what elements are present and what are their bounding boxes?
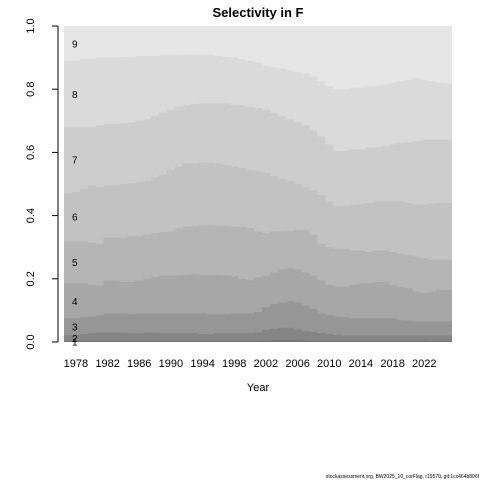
x-tick-label: 2014 [349,358,373,370]
x-tick-label: 1986 [127,358,151,370]
x-tick-label: 1994 [190,358,214,370]
x-tick-label: 1990 [159,358,183,370]
x-tick-label: 2002 [254,358,278,370]
x-tick-label: 1982 [95,358,119,370]
y-axis: 0.0 0.2 0.4 0.6 0.8 1.0 [25,18,59,350]
x-tick-label: 2022 [412,358,436,370]
band-label-7: 7 [72,156,78,167]
age-labels: 9 8 7 6 5 4 321 [72,39,78,348]
y-tick-label: 0.8 [25,82,37,97]
band-label-4: 4 [72,297,78,308]
band-label-9: 9 [72,39,78,50]
x-axis: 1978 1982 1986 1990 1994 1998 2002 2006 2010 2014… [64,358,437,370]
y-tick-label: 0.6 [25,145,37,160]
band-label-3: 3 [72,323,78,334]
y-tick-label: 0.0 [25,334,37,349]
band-label-2: 2 [72,334,78,345]
x-tick-label: 2010 [317,358,341,370]
band-label-5: 5 [72,258,78,269]
x-tick-label: 1978 [64,358,88,370]
x-tick-label: 2018 [380,358,404,370]
area-layers [64,26,452,342]
x-axis-label: Year [247,382,270,394]
area-band-1 [64,340,452,342]
y-tick-label: 1.0 [25,18,37,33]
y-tick-label: 0.4 [25,208,37,223]
y-tick-label: 0.2 [25,271,37,286]
area-band-3 [64,301,452,342]
x-tick-label: 1998 [222,358,246,370]
chart-title: Selectivity in F [212,5,303,20]
x-tick-label: 2006 [285,358,309,370]
band-label-6: 6 [72,212,78,223]
band-label-8: 8 [72,90,78,101]
footer-text: stockassessment.org, BW2025_10_corFlag, … [326,474,480,480]
band-label-1: 1 [72,337,78,348]
area-band-2 [64,327,452,342]
